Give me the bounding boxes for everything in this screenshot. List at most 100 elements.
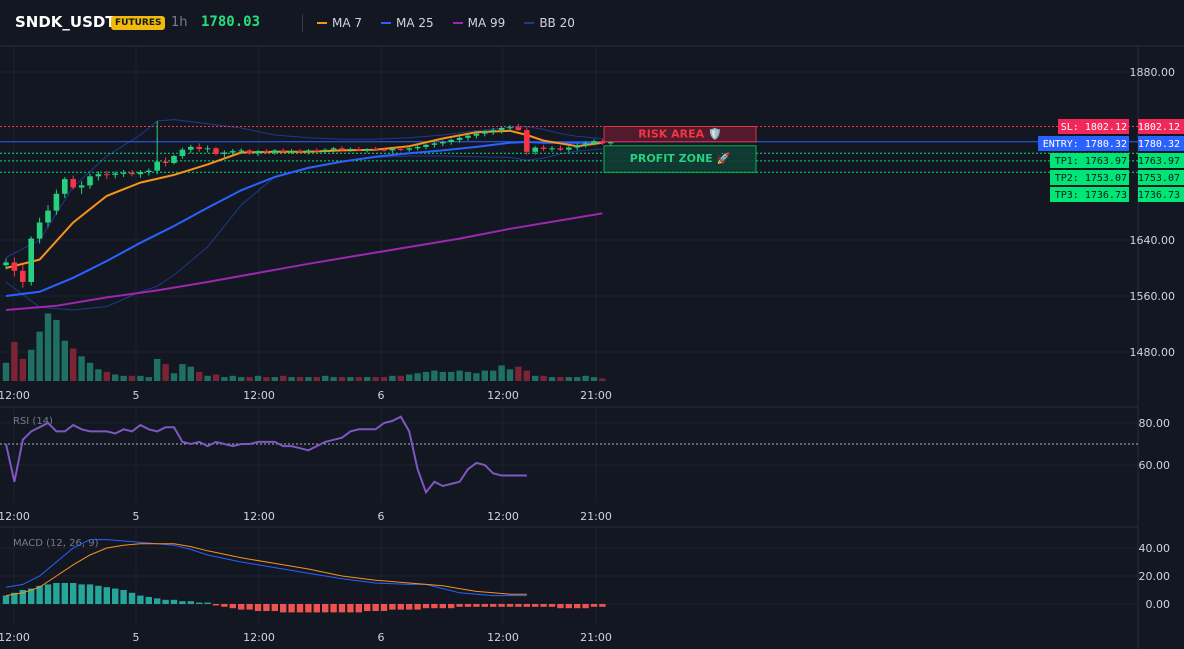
- volume-bar: [431, 370, 438, 381]
- volume-bar: [590, 377, 598, 381]
- legend-ma25-swatch: [381, 22, 392, 24]
- volume-bar: [238, 377, 245, 381]
- volume-bar: [372, 377, 379, 381]
- macd-histogram-bar: [263, 604, 270, 611]
- macd-histogram-bar: [36, 585, 43, 604]
- risk-zone-label: RISK AREA 🛡️: [638, 128, 721, 141]
- main-time-tick: 21:00: [580, 389, 612, 402]
- macd-histogram-bar: [78, 584, 85, 604]
- timeframe-label[interactable]: 1h: [171, 15, 188, 30]
- candle-body: [356, 149, 362, 151]
- legend-ma7[interactable]: MA 7: [317, 16, 362, 30]
- candle-body: [398, 149, 404, 150]
- volume-bar: [61, 340, 68, 381]
- macd-histogram-bar: [229, 604, 236, 609]
- volume-bar: [19, 358, 26, 381]
- macd-histogram-bar: [128, 592, 136, 604]
- macd-histogram-bar: [599, 604, 606, 607]
- legend-ma99[interactable]: MA 99: [452, 16, 506, 30]
- price-tag-bg-entry: [1138, 136, 1184, 151]
- macd-histogram-bar: [120, 590, 127, 604]
- volume-bar: [36, 331, 43, 381]
- candle-body: [154, 161, 160, 171]
- volume-bar: [162, 364, 169, 381]
- candle-body: [414, 146, 421, 149]
- volume-bar: [187, 366, 194, 381]
- macd-histogram-bar: [204, 602, 211, 604]
- candle-body: [272, 150, 278, 153]
- level-label-tp3: TP3: 1736.73: [1055, 190, 1127, 201]
- macd-histogram-bar: [61, 583, 68, 604]
- candle-body: [574, 145, 580, 148]
- price-axis-tick: 1640.00: [1130, 234, 1176, 247]
- volume-bar: [355, 377, 362, 381]
- legend-ma25[interactable]: MA 25: [381, 16, 434, 30]
- volume-bar: [221, 377, 228, 381]
- candle-body: [162, 161, 169, 163]
- macd-histogram-bar: [574, 604, 581, 609]
- candle-body: [230, 151, 236, 153]
- volume-bar: [145, 377, 152, 381]
- volume-bar: [112, 374, 119, 381]
- volume-bar: [380, 377, 388, 381]
- candle-body: [45, 210, 51, 223]
- volume-bar: [246, 377, 253, 381]
- macd-histogram-bar: [271, 604, 278, 611]
- main-time-tick: 6: [378, 389, 385, 402]
- candle-body: [314, 150, 320, 152]
- volume-bar: [254, 375, 262, 381]
- main-time-tick: 5: [133, 389, 140, 402]
- profit-zone: [603, 145, 757, 173]
- macd-histogram-bar: [187, 601, 194, 604]
- candle-body: [557, 148, 564, 150]
- volume-bar: [456, 370, 463, 381]
- volume-bar: [473, 373, 480, 381]
- candle-body: [70, 179, 76, 188]
- legend-bb20[interactable]: BB 20: [524, 16, 575, 30]
- candle-body: [532, 147, 538, 152]
- volume-bar: [170, 373, 178, 381]
- grid-lines: [0, 46, 1138, 624]
- macd-histogram-bar: [431, 604, 438, 609]
- legend-ma99-label: MA 99: [467, 16, 506, 30]
- rsi-axis-tick: 60.00: [1139, 459, 1171, 472]
- macd-histogram-bar: [44, 584, 52, 604]
- price-axis-tick: 1560.00: [1130, 290, 1176, 303]
- price-tag-bg-sl: [1138, 119, 1184, 134]
- candle-body: [322, 149, 328, 152]
- candle-body: [20, 270, 26, 282]
- volume-bar: [86, 362, 94, 381]
- price-tag-tp2: 1753.07: [1138, 173, 1180, 184]
- macd-histogram-bar: [296, 604, 304, 613]
- level-label-tp2: TP2: 1753.07: [1055, 173, 1127, 184]
- volume-bar: [464, 371, 472, 381]
- volume-bar: [2, 362, 10, 381]
- candle-body: [255, 151, 261, 154]
- macd-histogram-bar: [137, 595, 144, 604]
- candle-body: [11, 262, 18, 271]
- rsi-time-tick: 6: [378, 510, 385, 523]
- candle-body: [456, 137, 463, 140]
- macd-histogram-bar: [590, 604, 598, 607]
- volume-bar: [548, 377, 556, 381]
- volume-bar: [70, 348, 77, 381]
- volume-bar: [196, 371, 203, 381]
- macd-histogram-bar: [540, 604, 547, 607]
- price-tag-sl: 1802.12: [1138, 122, 1180, 133]
- level-label-bg-sl: [1058, 119, 1129, 134]
- symbol-name[interactable]: SNDK_USDT: [15, 13, 116, 31]
- volume-bar: [11, 342, 18, 381]
- candle-body: [204, 148, 211, 150]
- candle-body: [288, 151, 295, 153]
- volume-bar: [179, 364, 186, 381]
- volume-bar: [414, 373, 421, 381]
- volume-bar: [137, 375, 144, 381]
- pane-separators: [0, 45, 1184, 649]
- volume-bar: [330, 377, 337, 381]
- rsi-time-tick: 12:00: [487, 510, 519, 523]
- candle-body: [246, 150, 253, 154]
- axes: 1880.00 1640.00 1560.00 1480.00 12:00 5 12:00 6…: [0, 66, 1175, 644]
- macd-histogram-bar: [389, 604, 396, 610]
- candle-body: [347, 149, 354, 150]
